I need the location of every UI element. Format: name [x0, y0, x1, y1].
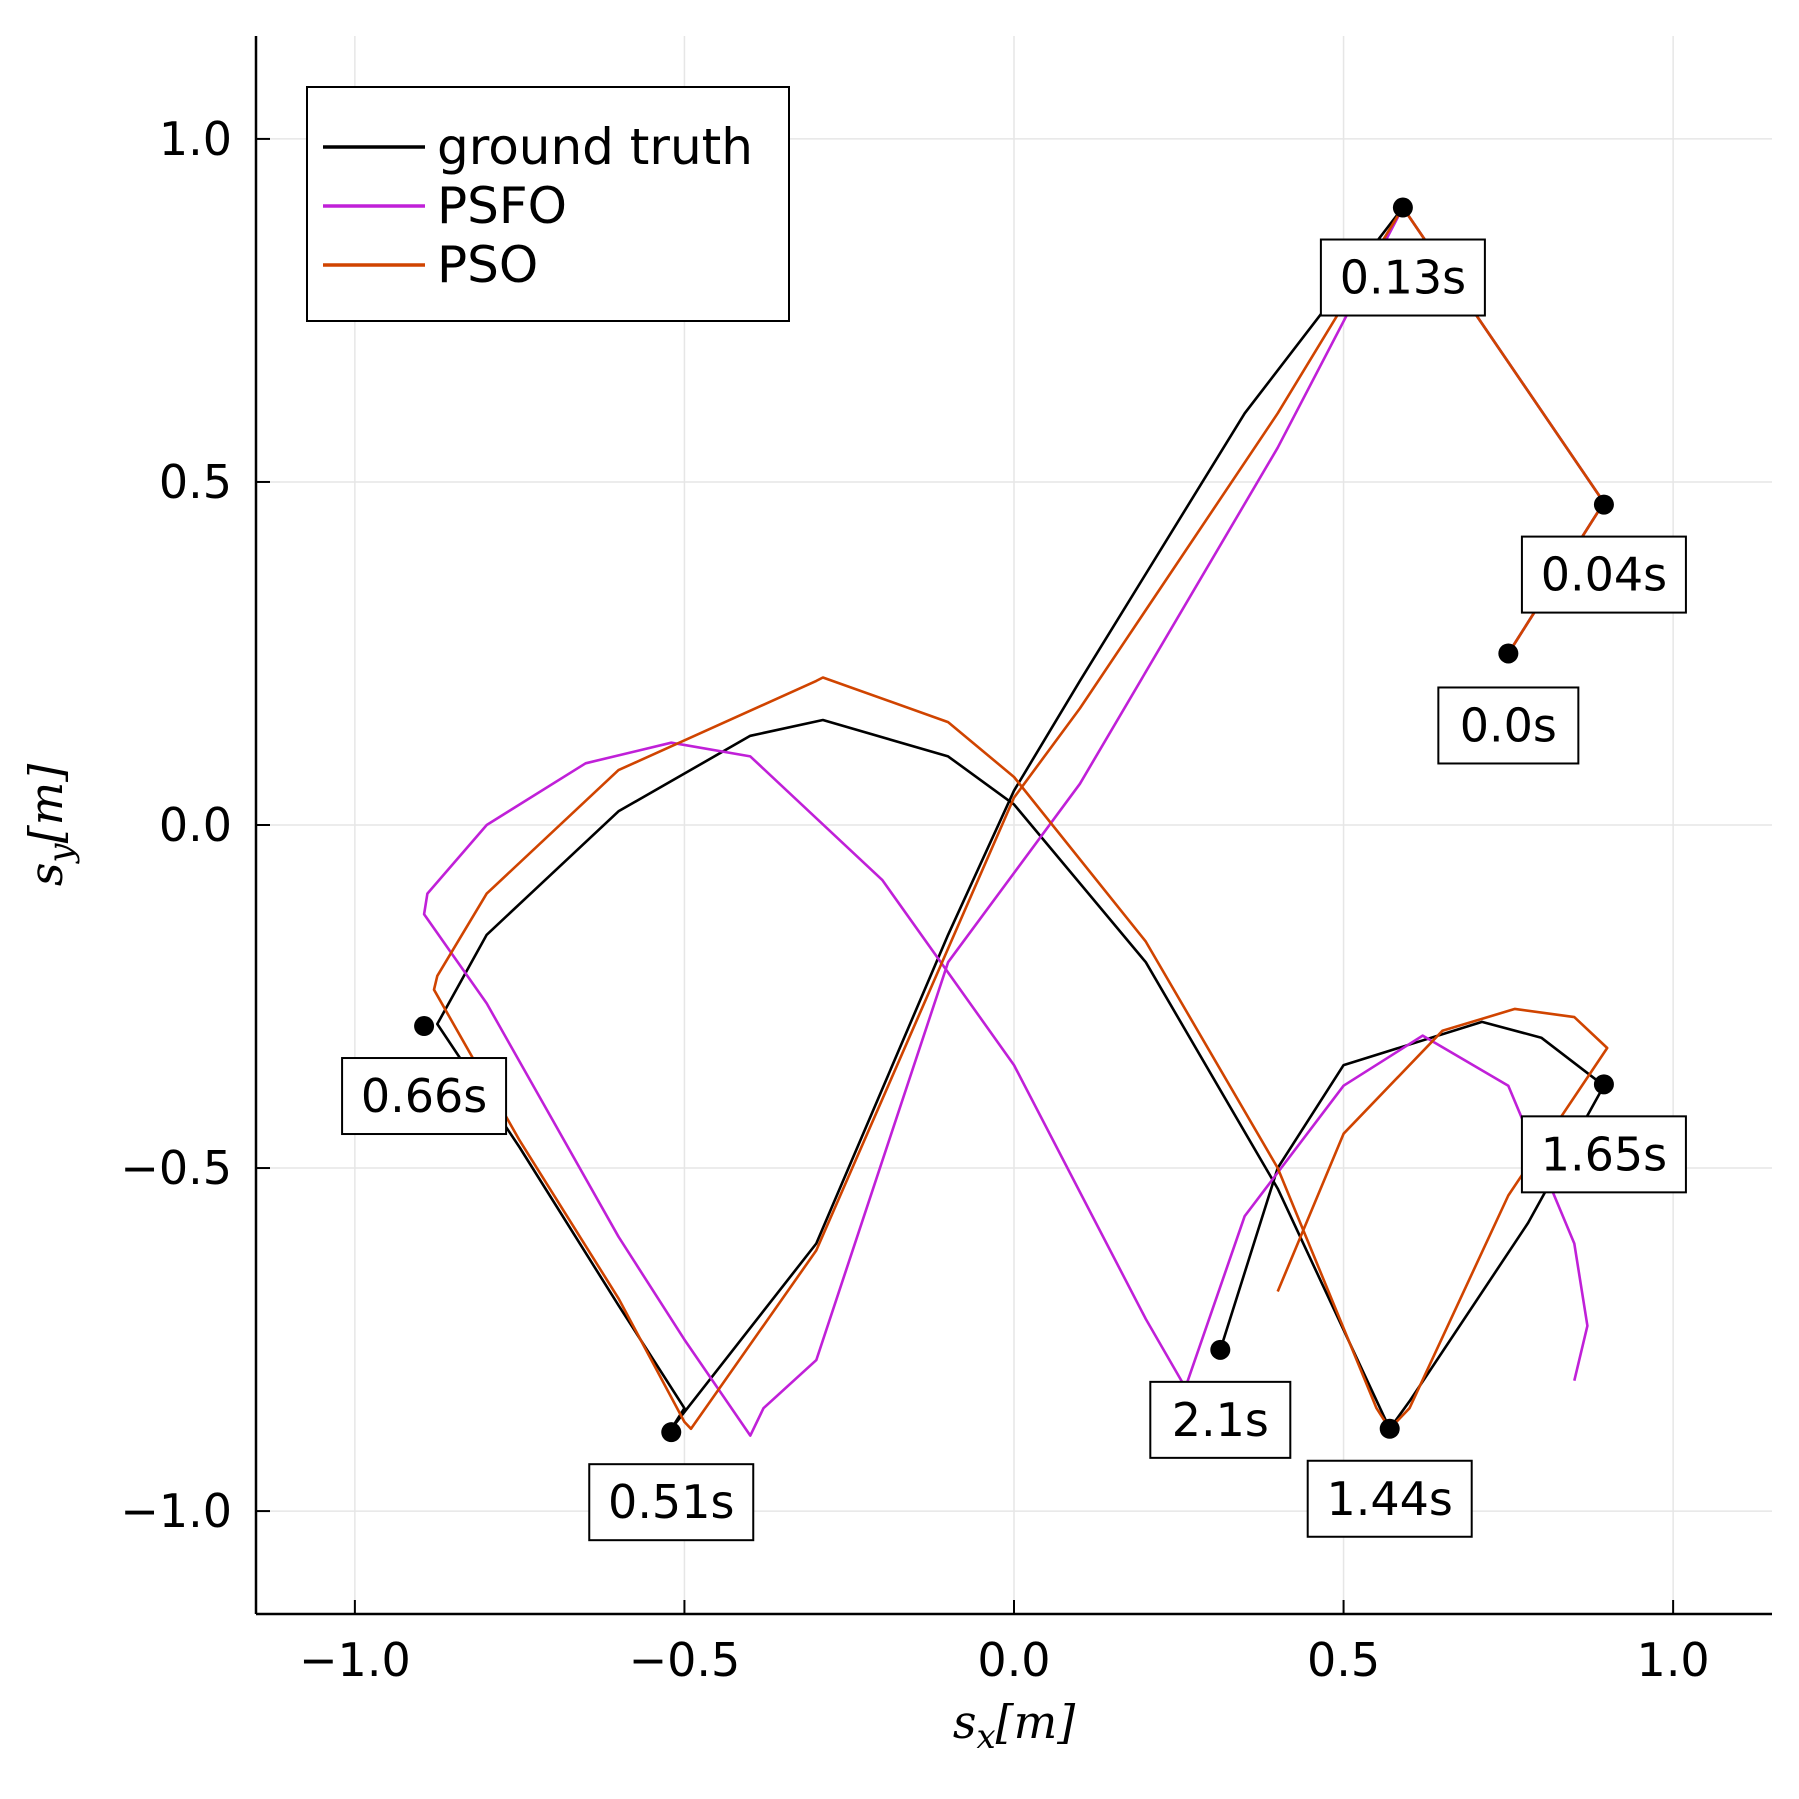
annotation-box: [341, 1057, 508, 1136]
annotation-label: 0.66s: [361, 1069, 487, 1123]
x-tick-label: −0.5: [629, 1633, 741, 1687]
annotation-box: [1306, 1459, 1473, 1538]
annotation-label: 1.44s: [1327, 1472, 1453, 1526]
y-axis-title: sy[m]: [19, 764, 81, 886]
annotation-box: [1520, 1115, 1687, 1194]
annotation-label: 0.51s: [608, 1475, 734, 1529]
x-tick-label: 1.0: [1637, 1633, 1710, 1687]
time-marker: [414, 1016, 435, 1037]
annotation-label: 0.04s: [1541, 548, 1667, 602]
y-tick-label: 1.0: [159, 112, 232, 166]
time-marker: [1379, 1418, 1400, 1439]
annotation-box: [1149, 1380, 1292, 1459]
time-annotations: 0.0s 0.04s 0.13s 0.51s 0.66s 1.44s 1.65s 2.1s: [341, 238, 1687, 1542]
axes: −1.0 −0.5 0.0 0.5 1.0 −1.0 −0.5 0.0 0.5 1.0: [120, 36, 1772, 1687]
annotation-box: [1437, 686, 1580, 765]
annotation-box: [1319, 238, 1486, 317]
x-tick-label: 0.0: [977, 1633, 1050, 1687]
legend-label: PSO: [437, 236, 538, 294]
y-tick-label: −1.0: [120, 1484, 232, 1538]
time-marker: [1392, 197, 1413, 218]
legend-label: ground truth: [437, 118, 753, 176]
x-tick-label: −1.0: [299, 1633, 411, 1687]
legend-label: PSFO: [437, 177, 567, 235]
annotation-label: 1.65s: [1541, 1127, 1667, 1181]
series-line-psfo: [422, 206, 1606, 1437]
y-tick-label: −0.5: [120, 1141, 232, 1195]
time-marker: [661, 1422, 682, 1443]
series-line-pso: [432, 206, 1609, 1431]
annotation-box: [1520, 535, 1687, 614]
series-lines: [422, 206, 1609, 1437]
time-marker: [1593, 494, 1614, 515]
x-tick-label: 0.5: [1307, 1633, 1380, 1687]
legend-box: [306, 86, 790, 322]
y-tick-label: 0.0: [159, 798, 232, 852]
annotation-label: 2.1s: [1172, 1393, 1269, 1447]
time-marker: [1593, 1074, 1614, 1095]
series-line-ground-truth: [435, 206, 1606, 1431]
y-tick-label: 0.5: [159, 455, 232, 509]
time-markers: [414, 197, 1614, 1443]
annotation-label: 0.0s: [1460, 698, 1557, 752]
annotation-box: [588, 1463, 755, 1542]
time-marker: [1210, 1339, 1231, 1360]
annotation-label: 0.13s: [1340, 251, 1466, 305]
x-axis-title: sx[m]: [953, 1695, 1075, 1757]
time-marker: [1498, 643, 1519, 664]
